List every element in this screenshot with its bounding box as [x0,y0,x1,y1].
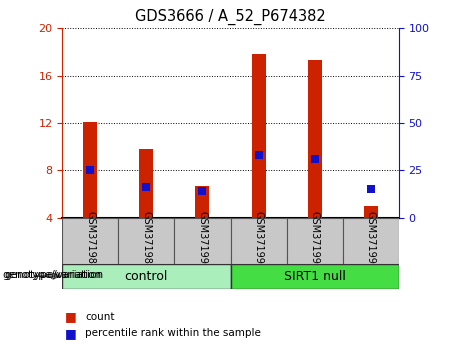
Bar [230,218,287,264]
Bar [343,218,399,264]
Text: GSM371991: GSM371991 [254,211,264,270]
Text: genotype/variation: genotype/variation [5,270,104,280]
Text: ■: ■ [65,310,76,323]
Bar [195,186,209,218]
Text: ■: ■ [65,327,76,340]
Text: genotype/variation: genotype/variation [2,270,101,280]
Bar [139,149,154,218]
Bar [230,264,399,289]
Text: percentile rank within the sample: percentile rank within the sample [85,329,261,338]
Text: GSM371988: GSM371988 [85,211,95,270]
Bar [118,218,174,264]
Bar [62,218,118,264]
Text: GSM371992: GSM371992 [310,211,319,270]
Bar [252,55,266,218]
Bar [83,122,97,218]
Bar [364,206,378,218]
Text: control: control [124,270,168,282]
Text: GDS3666 / A_52_P674382: GDS3666 / A_52_P674382 [135,9,326,25]
Bar [62,264,230,289]
Bar [307,60,322,218]
Text: GSM371990: GSM371990 [197,211,207,270]
Bar [287,218,343,264]
Text: GSM371989: GSM371989 [142,211,151,270]
Text: count: count [85,312,115,322]
Text: SIRT1 null: SIRT1 null [284,270,346,282]
Text: GSM371993: GSM371993 [366,211,376,270]
Bar [174,218,230,264]
